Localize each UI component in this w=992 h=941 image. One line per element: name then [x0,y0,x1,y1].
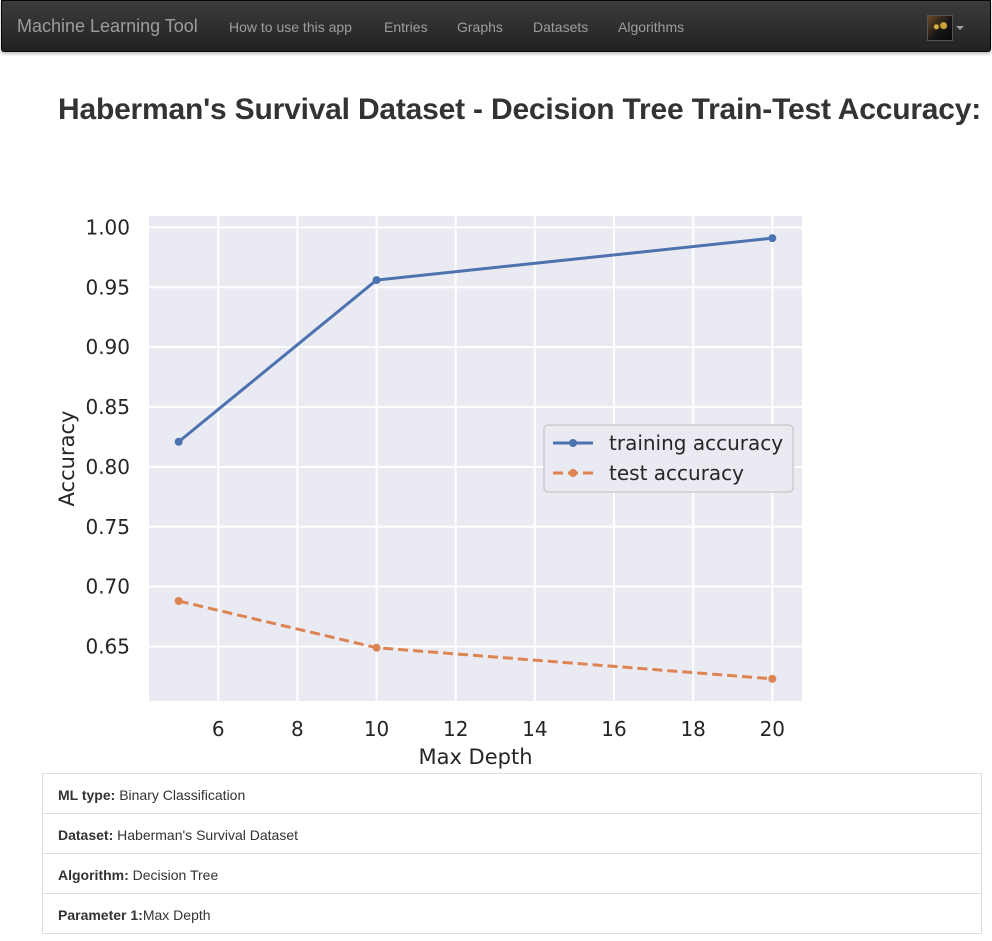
x-tick-labels: 6 8 10 12 14 16 18 20 [212,717,785,741]
detail-label: Algorithm: [58,867,129,883]
legend-label: test accuracy [609,461,744,485]
data-point [174,597,183,606]
y-axis-label: Accuracy [55,411,79,507]
chart-legend: training accuracy test accuracy [543,424,794,493]
navbar-brand[interactable]: Machine Learning Tool [17,16,198,36]
detail-label: Dataset: [58,827,114,843]
x-tick-label: 20 [760,717,785,741]
data-point [768,674,777,683]
legend-marker [569,469,577,477]
y-tick-label: 0.80 [85,455,130,479]
y-tick-label: 0.90 [85,335,130,359]
y-tick-label: 0.65 [85,635,130,659]
data-point [372,276,381,285]
detail-value: Haberman's Survival Dataset [113,827,298,843]
legend-marker [569,439,577,447]
nav-item-graphs[interactable]: Graphs [457,19,503,35]
x-tick-label: 12 [443,717,468,741]
caret-down-icon [956,26,964,30]
x-tick-label: 8 [291,717,304,741]
y-tick-label: 0.70 [85,575,130,599]
series-layer [174,234,777,683]
detail-dataset: Dataset: Haberman's Survival Dataset [42,813,982,854]
data-point [768,234,777,243]
x-tick-label: 18 [680,717,705,741]
detail-value: Binary Classification [115,787,246,803]
y-tick-label: 0.85 [85,395,130,419]
x-tick-label: 10 [364,717,389,741]
detail-parameter-1: Parameter 1:Max Depth [42,893,982,934]
x-axis-label: Max Depth [418,745,532,769]
detail-label: Parameter 1: [58,907,143,923]
detail-ml-type: ML type: Binary Classification [42,773,982,814]
nav-item-entries[interactable]: Entries [384,19,428,35]
data-point [372,643,381,652]
detail-algorithm: Algorithm: Decision Tree [42,853,982,894]
user-menu-toggle[interactable] [927,15,967,41]
avatar [927,15,953,41]
y-tick-labels: 0.65 0.70 0.75 0.80 0.85 0.90 0.95 1.00 [85,215,130,658]
detail-value: Max Depth [142,907,211,923]
y-tick-label: 0.75 [85,515,130,539]
x-tick-label: 16 [601,717,626,741]
y-tick-label: 0.95 [85,275,130,299]
legend-label: training accuracy [609,431,783,455]
legend-box [543,424,794,493]
nav-item-algorithms[interactable]: Algorithms [618,19,685,35]
details-list: ML type: Binary Classification Dataset: … [42,773,982,934]
data-point [174,437,183,446]
detail-value: Decision Tree [128,867,219,883]
nav-item-datasets[interactable]: Datasets [533,19,589,35]
navbar: Machine Learning Tool How to use this ap… [1,0,991,52]
x-tick-label: 14 [522,717,547,741]
page-title: Haberman's Survival Dataset - Decision T… [58,93,982,126]
nav-item-how-to-use[interactable]: How to use this app [229,19,352,35]
y-tick-label: 1.00 [85,215,130,239]
detail-label: ML type: [58,787,116,803]
x-tick-label: 6 [212,717,225,741]
